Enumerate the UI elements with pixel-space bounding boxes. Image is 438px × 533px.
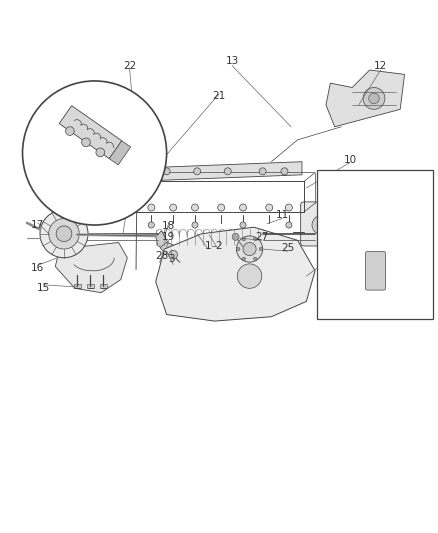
Circle shape: [218, 204, 225, 211]
Circle shape: [163, 168, 170, 175]
Circle shape: [49, 219, 79, 249]
Circle shape: [135, 150, 139, 154]
Text: 27: 27: [255, 232, 268, 242]
Circle shape: [369, 93, 379, 103]
Text: 8: 8: [371, 181, 377, 191]
Circle shape: [56, 226, 72, 241]
Circle shape: [237, 264, 262, 288]
Text: 20: 20: [35, 183, 49, 193]
Circle shape: [259, 168, 266, 175]
Circle shape: [192, 222, 198, 228]
Text: 28: 28: [155, 252, 169, 262]
Text: 17: 17: [31, 220, 44, 230]
Circle shape: [224, 168, 231, 175]
Circle shape: [242, 238, 246, 241]
Circle shape: [363, 87, 385, 109]
Circle shape: [254, 238, 257, 241]
Polygon shape: [155, 231, 171, 251]
Polygon shape: [55, 243, 127, 293]
Circle shape: [266, 204, 273, 211]
Text: 21: 21: [212, 91, 226, 101]
Circle shape: [317, 221, 326, 229]
Circle shape: [148, 169, 155, 176]
Circle shape: [240, 222, 246, 228]
Polygon shape: [195, 243, 306, 306]
Text: 11: 11: [276, 210, 289, 220]
Text: 10: 10: [343, 155, 357, 165]
Circle shape: [96, 148, 105, 157]
Circle shape: [237, 247, 240, 251]
Circle shape: [240, 204, 247, 211]
Circle shape: [259, 247, 263, 251]
Polygon shape: [109, 141, 131, 165]
Circle shape: [312, 215, 331, 235]
Circle shape: [40, 210, 88, 258]
Circle shape: [148, 204, 155, 211]
Bar: [317, 171, 433, 319]
FancyBboxPatch shape: [74, 284, 81, 288]
Circle shape: [191, 204, 198, 211]
Text: 2: 2: [215, 241, 222, 251]
Circle shape: [144, 165, 159, 181]
Polygon shape: [155, 227, 315, 321]
FancyBboxPatch shape: [339, 217, 358, 240]
Polygon shape: [134, 161, 302, 181]
FancyBboxPatch shape: [100, 284, 107, 288]
Circle shape: [254, 257, 257, 261]
Polygon shape: [326, 70, 405, 127]
Circle shape: [281, 168, 288, 175]
Text: 22: 22: [123, 61, 136, 71]
Circle shape: [81, 138, 90, 147]
FancyBboxPatch shape: [300, 202, 345, 246]
Text: 13: 13: [226, 56, 239, 66]
Polygon shape: [59, 106, 122, 159]
Circle shape: [194, 168, 201, 175]
Circle shape: [232, 233, 239, 240]
Text: 14: 14: [129, 107, 143, 117]
Circle shape: [286, 204, 292, 211]
Text: 25: 25: [281, 243, 295, 253]
Circle shape: [243, 243, 256, 256]
Text: 12: 12: [374, 61, 387, 71]
Circle shape: [148, 222, 154, 228]
Circle shape: [22, 81, 166, 225]
Text: 19: 19: [162, 232, 175, 242]
Circle shape: [81, 171, 90, 179]
Polygon shape: [55, 157, 134, 192]
Polygon shape: [160, 243, 188, 274]
Text: 6: 6: [128, 170, 135, 180]
Circle shape: [141, 168, 148, 175]
Text: 9: 9: [54, 174, 61, 184]
Circle shape: [237, 236, 263, 262]
Circle shape: [66, 127, 74, 135]
Text: 16: 16: [62, 117, 75, 127]
Polygon shape: [134, 161, 162, 192]
Text: 3: 3: [168, 254, 174, 264]
Text: 1: 1: [205, 241, 212, 251]
Circle shape: [169, 251, 177, 259]
FancyBboxPatch shape: [87, 284, 94, 288]
Text: 15: 15: [37, 284, 50, 293]
Circle shape: [170, 204, 177, 211]
Circle shape: [242, 257, 246, 261]
Text: 16: 16: [31, 263, 44, 273]
Circle shape: [286, 222, 292, 228]
FancyBboxPatch shape: [365, 252, 385, 290]
Text: 24: 24: [415, 269, 429, 279]
Text: 23: 23: [359, 201, 372, 211]
Text: 26: 26: [332, 244, 346, 254]
Text: 18: 18: [162, 221, 175, 231]
